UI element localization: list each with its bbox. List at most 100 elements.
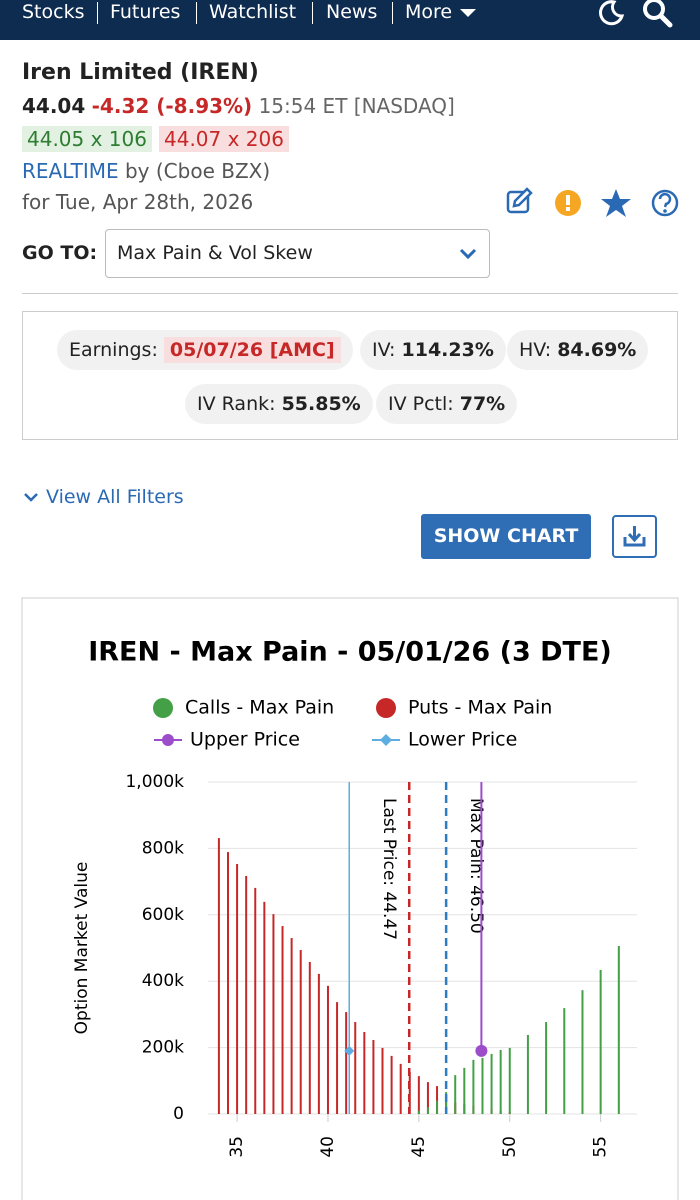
goto-label: GO TO: bbox=[22, 242, 98, 264]
bar bbox=[417, 1076, 420, 1114]
nav-item[interactable]: Stocks bbox=[22, 1, 85, 23]
separator bbox=[97, 2, 98, 24]
bar bbox=[445, 1092, 448, 1114]
bar bbox=[426, 1107, 429, 1114]
bar bbox=[363, 1031, 366, 1114]
bar bbox=[272, 914, 275, 1114]
quote-time: 15:54 ET [NASDAQ] bbox=[258, 94, 455, 118]
watchlist-star[interactable] bbox=[601, 189, 631, 217]
iv-pctl-label: IV Pctl: bbox=[388, 393, 454, 415]
x-tick-label: 45 bbox=[409, 1136, 429, 1158]
chevron bbox=[459, 248, 477, 260]
separator bbox=[196, 2, 197, 24]
bar bbox=[545, 1022, 548, 1114]
show-chart-button[interactable]: SHOW CHART bbox=[421, 514, 591, 559]
bar bbox=[345, 1012, 348, 1114]
legend-item[interactable]: Lower Price bbox=[372, 729, 517, 751]
ask: 44.07 x 206 bbox=[159, 126, 289, 152]
bar bbox=[417, 1110, 420, 1114]
download-button[interactable] bbox=[612, 515, 657, 558]
bar bbox=[372, 1039, 375, 1114]
quote-date: for Tue, Apr 28th, 2026 bbox=[22, 190, 254, 214]
earnings-value: 05/07/26 [AMC] bbox=[163, 337, 341, 363]
legend-swatch bbox=[153, 698, 173, 718]
iv-pill: IV: 114.23% bbox=[360, 330, 506, 370]
iv-value: 114.23% bbox=[401, 339, 494, 361]
x-tick-label: 35 bbox=[227, 1136, 247, 1158]
legend-item[interactable]: Upper Price bbox=[154, 729, 300, 751]
filters-link[interactable]: View All Filters bbox=[46, 486, 184, 508]
legend-swatch bbox=[162, 734, 174, 746]
goto-select[interactable]: Max Pain & Vol Skew bbox=[105, 229, 490, 278]
bid: 44.05 x 106 bbox=[22, 126, 152, 152]
iv-pctl-pill: IV Pctl: 77% bbox=[376, 384, 518, 424]
bar bbox=[326, 985, 329, 1114]
iv-label: IV: bbox=[372, 339, 396, 361]
alert-icon[interactable] bbox=[555, 190, 581, 216]
edit-icon[interactable] bbox=[506, 187, 533, 214]
reference-label: Last Price: 44.47 bbox=[379, 798, 399, 940]
bar bbox=[317, 973, 320, 1114]
y-tick-label: 200k bbox=[142, 1038, 184, 1058]
stats-box bbox=[22, 311, 678, 440]
separator bbox=[312, 2, 313, 24]
theme-icon[interactable] bbox=[596, 0, 626, 26]
nav-item[interactable]: Futures bbox=[110, 1, 181, 23]
iv-rank-value: 55.85% bbox=[281, 393, 361, 415]
iv-rank-pill: IV Rank: 55.85% bbox=[185, 384, 373, 424]
hv-label: HV: bbox=[519, 339, 552, 361]
nav-item[interactable]: More bbox=[405, 1, 453, 23]
price-change: -4.32 (-8.93%) bbox=[91, 94, 253, 118]
bar bbox=[526, 1034, 529, 1114]
goto-selected: Max Pain & Vol Skew bbox=[117, 242, 313, 264]
symbol-name: Iren Limited (IREN) bbox=[22, 60, 259, 85]
help-icon[interactable] bbox=[651, 189, 679, 217]
legend-item[interactable]: Calls - Max Pain bbox=[153, 697, 334, 719]
bar bbox=[226, 852, 229, 1114]
caret bbox=[460, 9, 476, 17]
iv-pctl-value: 77% bbox=[459, 393, 506, 415]
price-line: 44.04 -4.32 (-8.93%) 15:54 ET [NASDAQ] bbox=[22, 94, 455, 118]
x-tick-label: 55 bbox=[591, 1136, 611, 1158]
y-tick-label: 1,000k bbox=[125, 772, 184, 792]
reference-label: Max Pain: 46.50 bbox=[466, 798, 486, 934]
legend-label: Upper Price bbox=[190, 729, 300, 751]
bar bbox=[408, 1071, 411, 1114]
bar bbox=[390, 1055, 393, 1114]
x-tick-label: 40 bbox=[318, 1136, 338, 1158]
last-price: 44.04 bbox=[22, 94, 86, 118]
hv-pill: HV: 84.69% bbox=[507, 330, 649, 370]
bar bbox=[236, 864, 239, 1114]
bar bbox=[381, 1047, 384, 1114]
bar bbox=[308, 961, 311, 1114]
iv-rank-label: IV Rank: bbox=[197, 393, 276, 415]
bar bbox=[617, 946, 620, 1114]
hv-value: 84.69% bbox=[557, 339, 637, 361]
data-source: by (Cboe BZX) bbox=[124, 159, 271, 183]
bar bbox=[472, 1059, 475, 1114]
bar bbox=[490, 1053, 493, 1114]
bar bbox=[399, 1063, 402, 1114]
earnings-pill: Earnings: 05/07/26 [AMC] bbox=[57, 330, 353, 370]
earnings-label: Earnings: bbox=[69, 339, 158, 361]
nav-item[interactable]: News bbox=[326, 1, 378, 23]
filters-chevron bbox=[24, 493, 38, 502]
legend-label: Calls - Max Pain bbox=[185, 697, 334, 719]
nav-item[interactable]: Watchlist bbox=[209, 1, 297, 23]
legend-label: Lower Price bbox=[408, 729, 517, 751]
search-icon[interactable] bbox=[640, 0, 674, 30]
legend-swatch bbox=[376, 698, 396, 718]
legend-swatch bbox=[380, 734, 392, 746]
bar bbox=[481, 1057, 484, 1114]
bar bbox=[354, 1022, 357, 1114]
divider bbox=[22, 293, 678, 294]
price-marker bbox=[475, 1044, 488, 1057]
bar bbox=[436, 1100, 439, 1114]
legend-item[interactable]: Puts - Max Pain bbox=[376, 697, 552, 719]
bar bbox=[245, 875, 248, 1114]
realtime-link[interactable]: REALTIME bbox=[22, 159, 119, 183]
legend-label: Puts - Max Pain bbox=[408, 697, 552, 719]
chart-title: IREN - Max Pain - 05/01/26 (3 DTE) bbox=[88, 637, 612, 668]
y-tick-label: 800k bbox=[142, 838, 184, 858]
